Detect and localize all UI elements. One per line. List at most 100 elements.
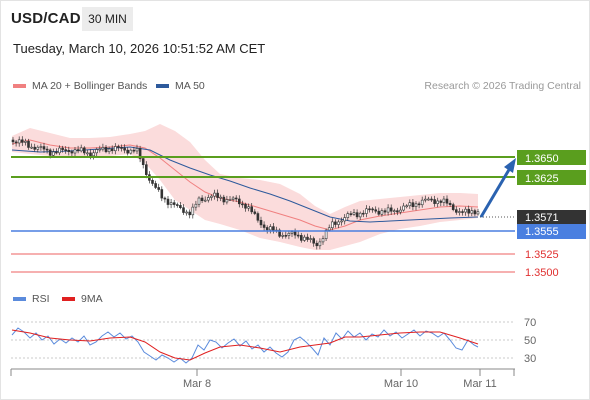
candle-body-31 [107, 148, 111, 153]
timeframe-button[interactable]: 30 MIN [82, 7, 133, 31]
candle-body-83 [268, 226, 272, 231]
candle-body-74 [241, 203, 244, 206]
price-label-support-1: 1.3555 [517, 224, 586, 239]
candle-body-79 [256, 213, 260, 221]
candle-body-14 [55, 151, 58, 154]
candle-body-30 [104, 147, 108, 153]
candle-body-6 [30, 146, 33, 149]
rsi-axis-50: 50 [524, 335, 536, 347]
candle-body-134 [427, 198, 430, 201]
price-text-resistance-2: 1.3625 [525, 173, 559, 185]
candle-body-12 [48, 149, 52, 156]
candle-body-18 [67, 149, 71, 152]
candle-body-133 [423, 198, 427, 201]
candle-body-150 [476, 211, 480, 215]
candle-body-2 [17, 139, 21, 144]
candle-body-96 [309, 238, 312, 240]
candle-body-142 [451, 204, 455, 210]
candle-body-9 [39, 146, 43, 148]
price-label-resistance-1: 1.3650 [517, 150, 586, 165]
candle-body-104 [334, 221, 337, 225]
candles [11, 136, 480, 250]
candle-body-27 [95, 149, 98, 154]
candle-body-23 [83, 147, 86, 154]
candle-body-34 [117, 146, 120, 148]
candle-body-63 [207, 197, 210, 201]
candle-body-49 [163, 197, 167, 200]
candle-body-130 [414, 203, 418, 207]
candle-body-76 [247, 206, 250, 209]
candle-body-81 [262, 224, 266, 228]
candle-body-15 [58, 147, 61, 154]
candle-body-147 [467, 208, 471, 214]
candle-body-37 [126, 149, 129, 154]
candle-body-82 [265, 227, 269, 231]
price-text-last: 1.3571 [525, 212, 559, 224]
candle-body-111 [355, 212, 359, 218]
ma20-swatch [13, 84, 26, 88]
candle-body-21 [76, 149, 80, 152]
candle-body-110 [352, 212, 356, 215]
candle-body-41 [138, 148, 142, 159]
candle-body-47 [157, 187, 160, 190]
candle-body-77 [250, 206, 253, 213]
candle-body-45 [151, 180, 154, 184]
candle-body-39 [132, 149, 136, 152]
candle-body-105 [337, 221, 340, 225]
candle-body-8 [36, 146, 40, 150]
ma9-label: 9MA [81, 293, 103, 305]
legend-rsi: RSI [13, 293, 50, 305]
candle-body-59 [194, 203, 198, 208]
candle-body-91 [293, 231, 297, 236]
price-text-support-1: 1.3555 [525, 226, 559, 238]
price-text-resistance-1: 1.3650 [525, 153, 559, 165]
ma50-label: MA 50 [175, 80, 205, 92]
candle-body-40 [135, 148, 139, 152]
x-axis-label-mar8: Mar 8 [183, 378, 211, 390]
candle-body-73 [238, 198, 241, 205]
rsi-swatch [13, 297, 26, 301]
candle-body-132 [420, 199, 424, 206]
candle-body-25 [89, 152, 92, 157]
rsi-label: RSI [32, 293, 50, 305]
price-text-support-3: 1.3500 [525, 267, 559, 279]
candle-body-106 [340, 220, 343, 223]
candle-body-28 [98, 148, 102, 151]
candle-body-24 [86, 152, 89, 155]
candle-body-56 [185, 211, 188, 214]
candle-body-92 [296, 234, 300, 237]
rsi-ma-line [11, 329, 479, 361]
candle-body-32 [110, 148, 114, 152]
candle-body-0 [11, 139, 15, 143]
candle-body-35 [120, 147, 123, 149]
candle-body-125 [399, 209, 402, 213]
candle-body-11 [45, 148, 49, 151]
candle-body-128 [408, 202, 412, 207]
candle-body-119 [380, 210, 384, 215]
candle-body-68 [222, 196, 226, 203]
candle-body-1 [14, 141, 18, 144]
price-label-resistance-2: 1.3625 [517, 170, 586, 185]
candle-body-67 [219, 196, 222, 199]
candle-body-4 [24, 140, 27, 143]
candle-body-46 [154, 183, 157, 188]
rsi-line [11, 327, 479, 364]
candle-body-65 [213, 192, 216, 197]
price-label-last: 1.3571 [517, 210, 586, 224]
candle-body-108 [346, 213, 350, 218]
x-axis-label-mar10: Mar 10 [384, 378, 418, 390]
candle-body-117 [374, 209, 378, 212]
candle-body-57 [188, 211, 191, 216]
candle-body-84 [272, 226, 275, 231]
candle-body-136 [433, 199, 436, 204]
candle-body-29 [101, 147, 105, 150]
candle-body-101 [324, 229, 328, 239]
candle-body-148 [470, 210, 474, 214]
candle-body-90 [290, 231, 294, 234]
candle-body-17 [64, 149, 67, 151]
ma20-label: MA 20 + Bollinger Bands [32, 80, 148, 92]
candle-body-50 [166, 198, 170, 205]
candle-body-48 [160, 189, 164, 199]
candle-body-66 [216, 192, 219, 198]
candle-body-7 [33, 146, 37, 150]
